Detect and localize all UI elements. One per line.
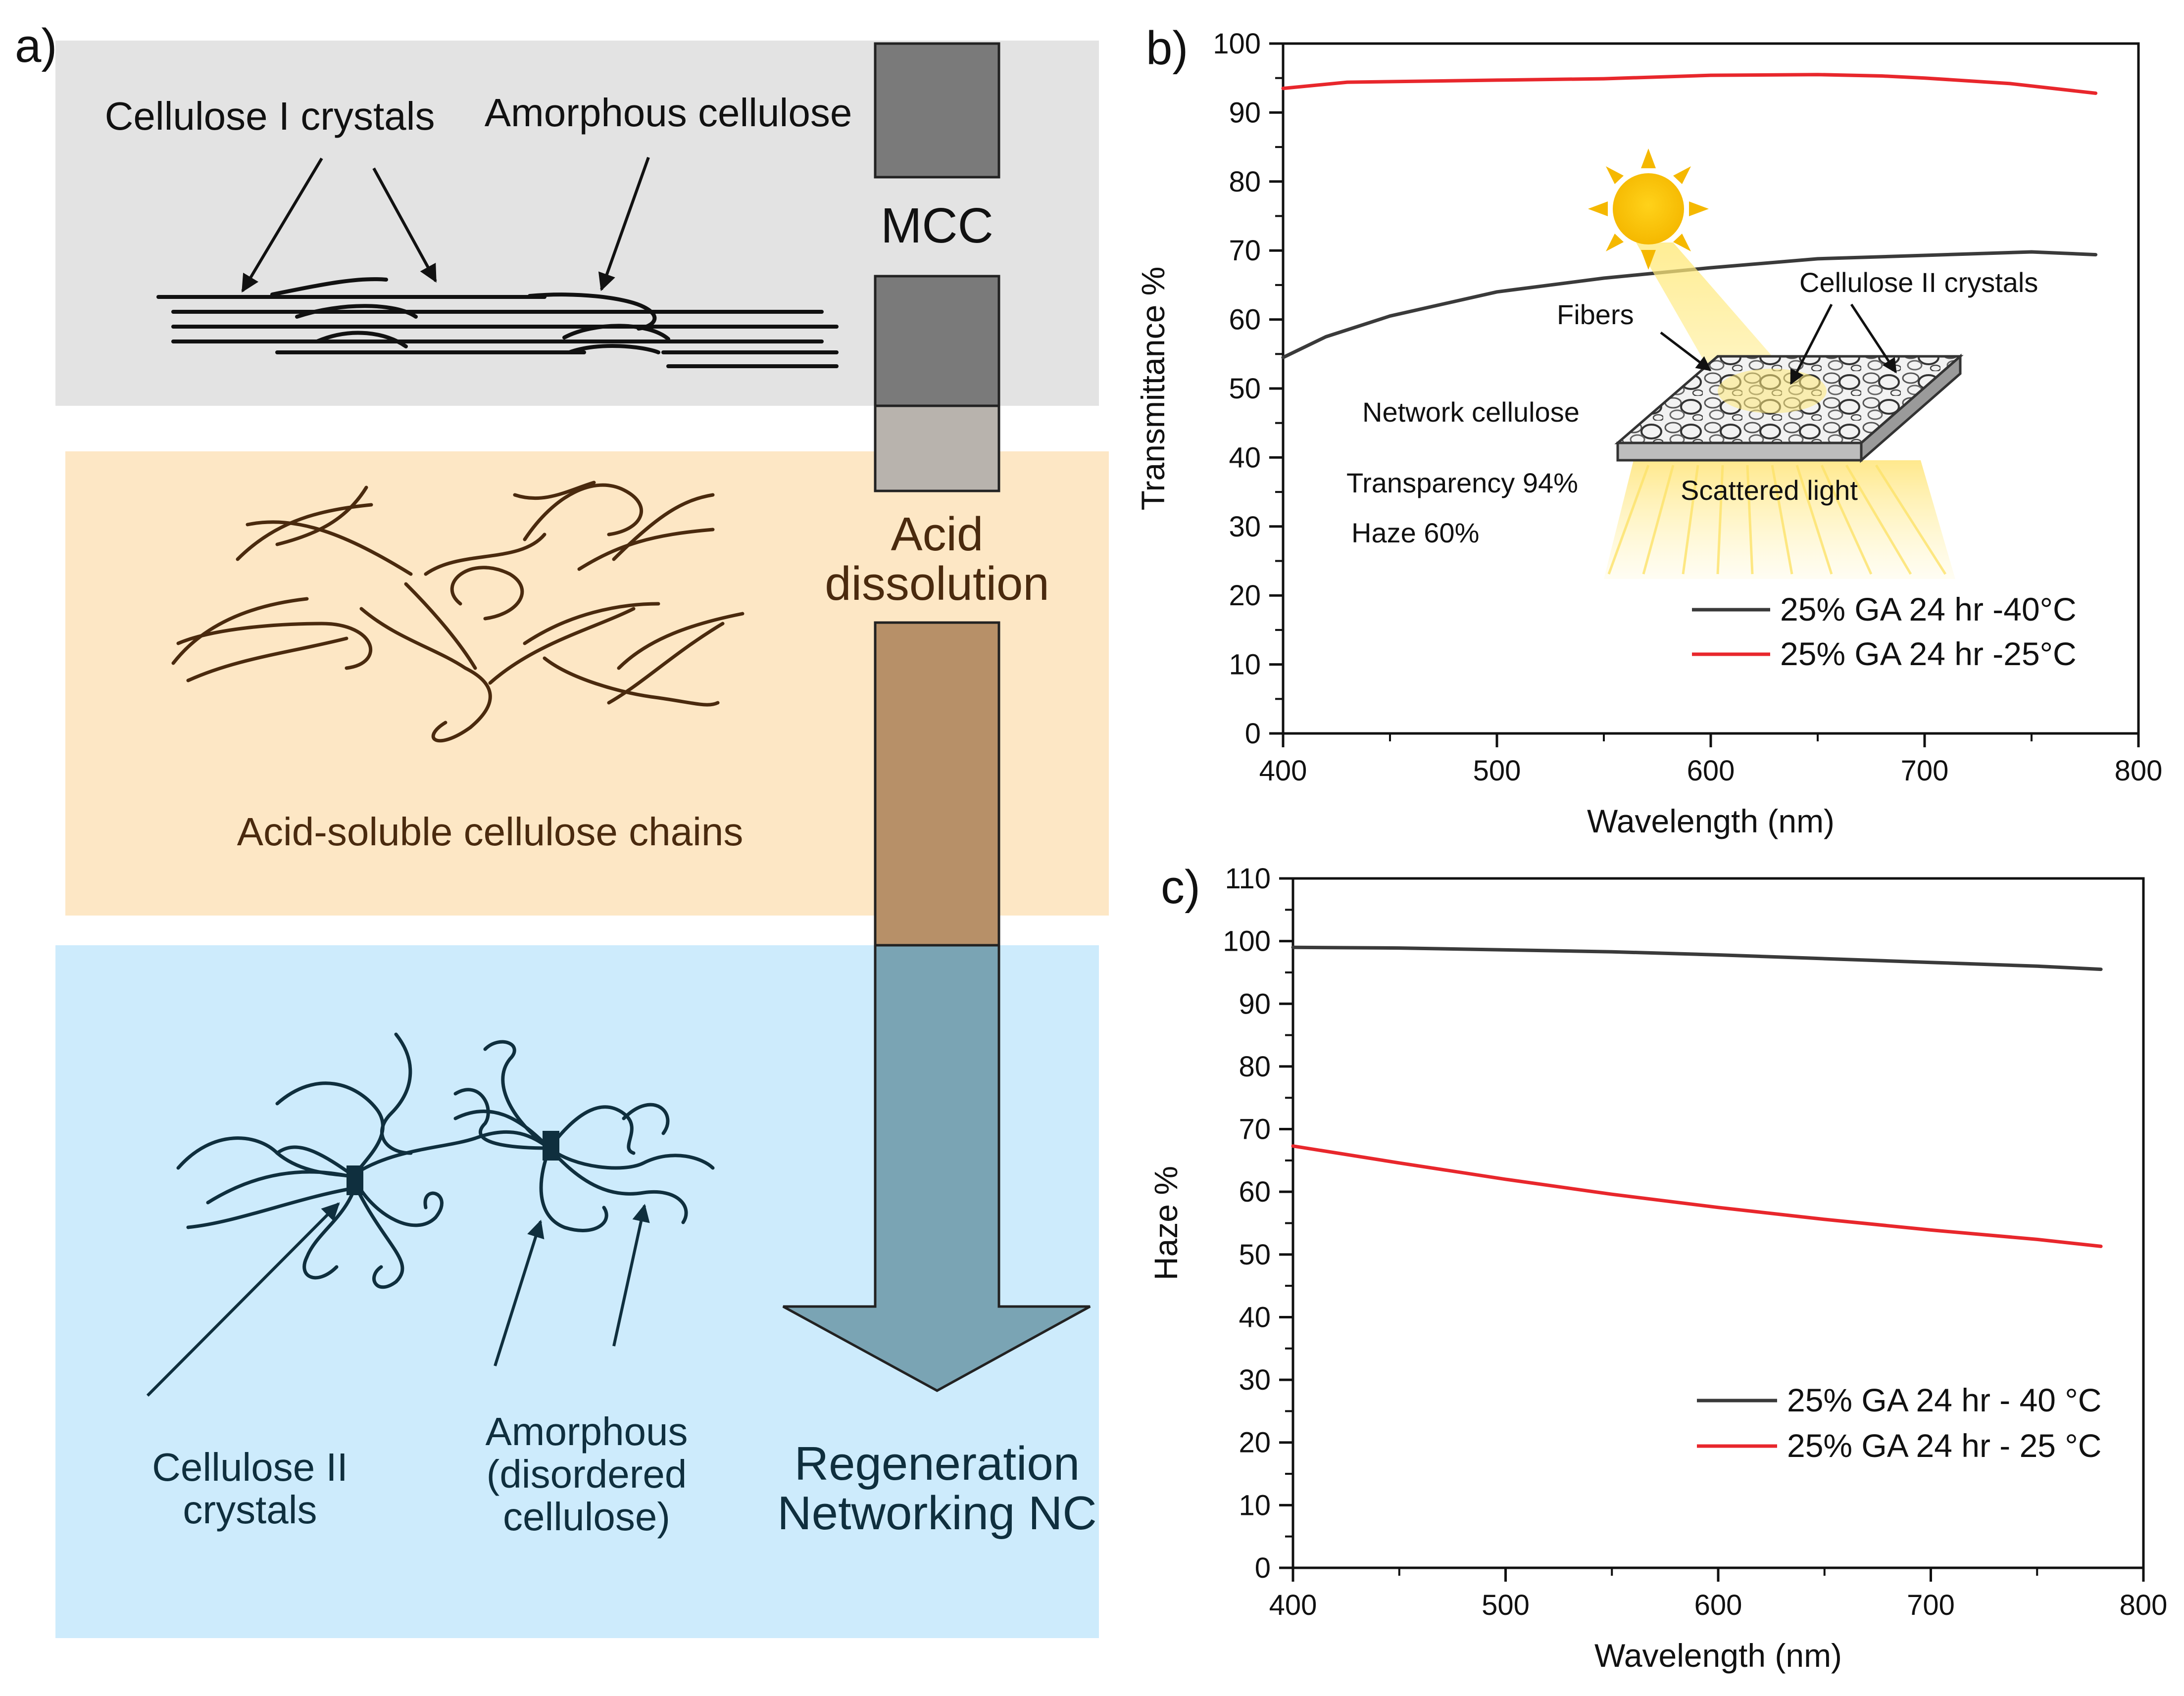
panel-a-label: a) (15, 19, 57, 72)
chart-c-y-tick-label: 40 (1239, 1301, 1271, 1333)
panel-c-label: c) (1161, 861, 1200, 914)
chart-c-series-line-1 (1291, 1144, 2103, 1248)
panel-b-label: b) (1146, 22, 1188, 75)
network-chains (176, 1032, 715, 1289)
chart-b-y-axis-label: Transmittance % (1135, 267, 1171, 511)
chart-c-legend-label-1: 25% GA 24 hr - 25 °C (1787, 1427, 2101, 1464)
process-arrow-shaft-mid-lower (874, 621, 1000, 947)
inset-cellulose-ii: Cellulose II crystals (1799, 267, 2038, 298)
acid-soluble-chains (171, 481, 745, 743)
stage-regeneration-line1: Regeneration (794, 1437, 1080, 1490)
label-cellulose-i-crystals: Cellulose I crystals (105, 94, 435, 138)
chart-c-y-tick-label: 60 (1239, 1176, 1271, 1208)
chart-b-y-tick-label: 60 (1229, 304, 1261, 336)
inset-scattered: Scattered light (1681, 475, 1858, 506)
chart-b-y-tick-label: 80 (1229, 166, 1261, 198)
inset-arrows (1660, 303, 1897, 385)
stage-regeneration-line2: Networking NC (777, 1487, 1097, 1540)
inset-fibers: Fibers (1557, 299, 1634, 330)
sun-icon (1588, 148, 1709, 270)
chart-c-plot-frame (1291, 877, 2145, 1569)
chart-b-x-tick-label: 600 (1687, 755, 1735, 787)
bottom-band-arrows (146, 1202, 650, 1397)
label-amorphous-line3: cellulose) (503, 1495, 670, 1539)
process-arrow-shaft-mid-upper (874, 404, 1000, 492)
chart-c-y-tick-label: 90 (1239, 988, 1271, 1020)
chart-c-x-tick-label: 600 (1694, 1589, 1742, 1621)
top-band-arrows (241, 156, 650, 293)
chart-b-y-tick-label: 100 (1213, 28, 1261, 60)
chart-b-y-tick-label: 70 (1229, 235, 1261, 267)
chart-c-x-axis-label: Wavelength (nm) (1594, 1637, 1842, 1674)
chart-c-series-line-0 (1291, 945, 2103, 971)
acid-soluble-caption: Acid-soluble cellulose chains (237, 810, 744, 854)
inset-network: Network cellulose (1362, 396, 1580, 428)
stage-mcc: MCC (881, 198, 993, 253)
crystal-block-1 (347, 1165, 363, 1195)
scattered-beam (1604, 460, 1955, 579)
panel-c: c) 400 500 600 700 800 0 10 20 30 40 50 60 70 80 90 100… (1147, 861, 2167, 1674)
crystal-block-2 (543, 1131, 559, 1161)
process-arrow-shaft-mcc-lower (874, 275, 1000, 407)
stage-acid-line1: Acid (891, 508, 984, 561)
cellulose-i-fibrils (156, 277, 839, 368)
chart-b-y-tick-label: 0 (1245, 718, 1261, 750)
chart-b-legend-label-0: 25% GA 24 hr -40°C (1780, 591, 2077, 628)
panel-a: a) MCC Acid dissolution Regeneration Net… (15, 19, 1109, 1638)
transmittance-chart: 400 500 600 700 800 0 10 20 30 40 50 60 70 80 90 100 Wav… (1135, 28, 2162, 839)
process-arrow-head (782, 944, 1091, 1392)
chart-c-y-tick-label: 20 (1239, 1427, 1271, 1459)
label-amorphous-line1: Amorphous (485, 1409, 688, 1454)
chart-c-y-tick-label: 50 (1239, 1239, 1271, 1271)
label-cellulose-ii-line1: Cellulose II (152, 1445, 348, 1489)
film-slab (1614, 353, 1964, 463)
chart-b-y-tick-label: 10 (1229, 649, 1261, 681)
chart-c-y-tick-label: 10 (1239, 1489, 1271, 1521)
haze-chart: 400 500 600 700 800 0 10 20 30 40 50 60 70 80 90 100 110… (1147, 863, 2167, 1674)
label-amorphous-cellulose: Amorphous cellulose (485, 91, 852, 135)
chart-c-y-tick-label: 30 (1239, 1364, 1271, 1396)
chart-c-y-tick-label: 100 (1223, 925, 1271, 958)
chart-b-y-tick-label: 30 (1229, 511, 1261, 543)
chart-b-y-tick-label: 40 (1229, 441, 1261, 474)
stage-acid-line2: dissolution (825, 557, 1049, 610)
chart-b-series-line-1 (1281, 73, 2098, 95)
label-cellulose-ii-line2: crystals (183, 1488, 317, 1532)
chart-c-y-tick-label: 80 (1239, 1051, 1271, 1083)
chart-c-y-tick-label: 0 (1255, 1552, 1271, 1584)
inset-haze: Haze 60% (1351, 517, 1479, 548)
chart-c-x-tick-label: 400 (1269, 1589, 1317, 1621)
label-amorphous-line2: (disordered (487, 1452, 687, 1496)
chart-b-x-tick-label: 500 (1473, 755, 1521, 787)
chart-c-y-axis-label: Haze % (1147, 1166, 1184, 1280)
chart-b-x-tick-label: 800 (2115, 755, 2163, 787)
panel-b: b) 400 500 600 700 800 0 10 20 30 40 50 60 70 80 90 100… (1135, 22, 2162, 839)
chart-b-y-tick-label: 50 (1229, 373, 1261, 405)
chart-b-x-tick-label: 700 (1901, 755, 1949, 787)
chart-c-y-tick-label: 110 (1225, 863, 1271, 895)
chart-b-x-tick-label: 400 (1259, 755, 1307, 787)
inset-transparency: Transparency 94% (1346, 467, 1578, 498)
light-scattering-inset: Fibers Cellulose II crystals Network cel… (1346, 148, 2038, 579)
process-arrow (782, 42, 1091, 1392)
chart-c-x-tick-label: 700 (1907, 1589, 1955, 1621)
chart-c-legend-label-0: 25% GA 24 hr - 40 °C (1787, 1382, 2101, 1418)
chart-b-y-tick-label: 20 (1229, 580, 1261, 612)
chart-c-x-tick-label: 800 (2120, 1589, 2168, 1621)
chart-b-legend-label-1: 25% GA 24 hr -25°C (1780, 635, 2077, 672)
chart-b-x-axis-label: Wavelength (nm) (1587, 803, 1835, 839)
process-arrow-shaft-top (874, 42, 1000, 179)
chart-b-y-tick-label: 90 (1229, 97, 1261, 129)
chart-c-y-tick-label: 70 (1239, 1114, 1271, 1146)
chart-c-x-tick-label: 500 (1482, 1589, 1530, 1621)
